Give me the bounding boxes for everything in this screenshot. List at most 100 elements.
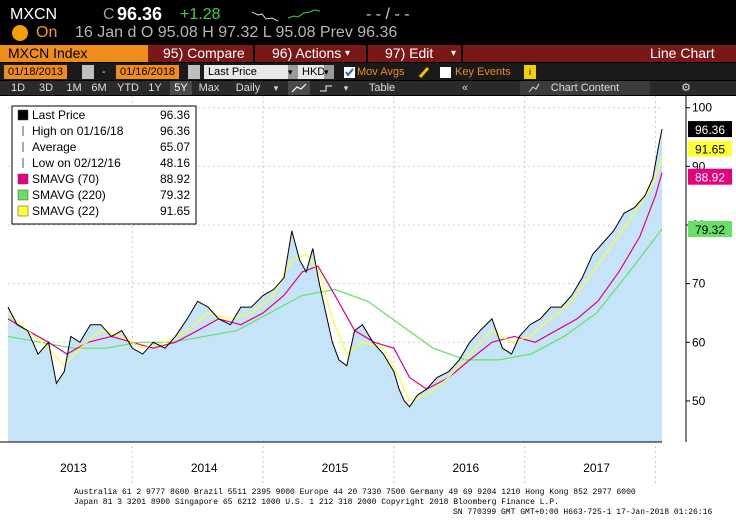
edit-menu[interactable]: 97) Edit <box>385 45 434 61</box>
table-button[interactable]: Table <box>368 82 396 94</box>
series-line <box>7 172 663 390</box>
x-tick-label: 2013 <box>60 461 87 475</box>
price-area <box>8 129 662 442</box>
quote-header: MXCN C 96.36 +1.28 - - / - - On 16 Jan d… <box>0 0 736 44</box>
ohlc-readout: 16 Jan d O 95.08 H 97.32 L 95.08 Prev 96… <box>75 24 398 41</box>
range-6m[interactable]: 6M <box>91 82 107 94</box>
legend-label: Low on 02/12/16 <box>32 156 121 170</box>
actions-menu[interactable]: 96) Actions <box>272 45 342 61</box>
legend-label: SMAVG (220) <box>32 188 106 202</box>
range-5y[interactable]: 5Y <box>170 81 192 95</box>
axis-badge <box>688 121 732 138</box>
info-icon[interactable]: i <box>524 65 536 79</box>
bar-chart-icon[interactable] <box>316 81 338 95</box>
legend-label: SMAVG (70) <box>32 172 99 186</box>
field-select[interactable]: Last Price <box>204 65 288 79</box>
y-tick-label: 100 <box>692 101 712 115</box>
range-1y[interactable]: 1Y <box>148 82 162 94</box>
frequency-select[interactable]: Daily <box>235 82 261 94</box>
series-line <box>7 156 663 402</box>
legend-label: SMAVG (22) <box>32 204 99 218</box>
legend-value: 48.16 <box>160 156 190 170</box>
footer-line-2: Japan 81 3 3201 8900 Singapore 65 6212 1… <box>74 498 559 507</box>
chart-type-label[interactable]: Line Chart <box>650 45 715 61</box>
axis-badge-label: 79.32 <box>695 223 725 237</box>
frequency-caret-icon[interactable]: ▾ <box>273 83 279 93</box>
footer-line-3: SN 770399 GMT GMT+0:00 H663-725-1 17-Jan… <box>453 508 713 517</box>
key-events-checkbox[interactable] <box>440 67 451 78</box>
range-3d[interactable]: 3D <box>38 82 54 94</box>
collapse-left-icon[interactable]: « <box>461 82 469 94</box>
legend-value: 91.65 <box>160 204 190 218</box>
line-chart-icon[interactable] <box>288 81 310 95</box>
range-1m[interactable]: 1M <box>66 82 82 94</box>
price-change: +1.28 <box>180 6 221 23</box>
ticker-symbol: MXCN <box>10 6 58 23</box>
sparkline-intraday-icon <box>252 11 278 22</box>
mov-avgs-label[interactable]: Mov Avgs <box>357 66 405 78</box>
clock-icon <box>12 25 28 41</box>
calendar-icon[interactable] <box>188 65 200 79</box>
series-line <box>7 128 663 408</box>
legend-panel: Last Price 96.36 High on 01/16/18 96.36 Aver… <box>11 105 197 225</box>
price-area-fill <box>8 129 662 442</box>
legend-value: 88.92 <box>160 172 190 186</box>
date-range-dash: - <box>102 66 106 78</box>
key-events-label[interactable]: Key Events <box>455 66 511 78</box>
x-axis: 2013 2014 2015 2016 2017 <box>0 441 662 475</box>
calendar-icon[interactable] <box>82 65 94 79</box>
bid-ask-placeholder: - - / - - <box>366 6 410 23</box>
legend-value: 96.36 <box>160 124 190 138</box>
close-flag: C <box>103 6 115 23</box>
field-caret-icon[interactable]: ▾ <box>288 65 298 79</box>
range-ytd[interactable]: YTD <box>117 82 139 94</box>
legend-swatch <box>17 173 29 185</box>
axis-badge <box>688 221 732 238</box>
series-line <box>7 228 663 361</box>
x-tick-label: 2015 <box>322 461 349 475</box>
security-label[interactable]: MXCN Index <box>0 45 148 62</box>
footer-contacts: Australia 61 2 9777 8600 Brazil 5511 239… <box>0 484 736 530</box>
y-tick-label: 70 <box>692 277 706 291</box>
axis-badge <box>688 168 732 185</box>
actions-caret-icon[interactable]: ▾ <box>345 48 351 59</box>
currency-select[interactable]: HKD <box>298 65 325 79</box>
compare-button[interactable]: 95) Compare <box>163 45 245 61</box>
y-tick-label: 60 <box>692 335 706 349</box>
axis-badge-label: 88.92 <box>695 171 725 185</box>
end-date-field[interactable]: 01/16/2018 <box>116 65 180 79</box>
sparkline-trend-icon <box>288 9 320 19</box>
axis-badge-label: 91.65 <box>695 143 725 157</box>
edit-caret-icon[interactable]: ▾ <box>451 48 457 59</box>
legend-value: 65.07 <box>160 140 190 154</box>
footer-line-1: Australia 61 2 9777 8600 Brazil 5511 239… <box>74 488 636 497</box>
x-tick-label: 2014 <box>191 461 218 475</box>
legend-value: 96.36 <box>160 108 190 122</box>
legend-label: Average <box>32 140 77 154</box>
chart-content-button[interactable]: Chart Content <box>520 81 650 95</box>
legend-box <box>11 105 197 225</box>
axis-badge <box>688 140 732 157</box>
legend-swatch <box>17 205 29 217</box>
range-1d[interactable]: 1D <box>10 82 26 94</box>
currency-caret-icon[interactable]: ▾ <box>324 65 334 79</box>
on-label: On <box>36 24 58 41</box>
function-toolbar: MXCN Index 95) Compare 96) Actions ▾ 97)… <box>0 45 736 62</box>
start-date-field[interactable]: 01/18/2013 <box>4 65 68 79</box>
last-price: 96.36 <box>117 4 163 24</box>
y-tick-label: 50 <box>692 394 706 408</box>
legend-swatch <box>17 189 29 201</box>
chart-controls: 01/18/2013 - 01/16/2018 Last Price ▾ HKD… <box>0 63 736 80</box>
pencil-icon[interactable] <box>418 66 430 80</box>
axis-value-badges: 96.36 91.65 88.92 79.32 <box>688 121 732 238</box>
chart-style-caret-icon[interactable]: ▾ <box>343 83 349 93</box>
range-max[interactable]: Max <box>198 82 220 94</box>
x-tick-label: 2016 <box>452 461 479 475</box>
series-lines <box>7 128 663 408</box>
mov-avgs-checkbox[interactable] <box>344 67 355 78</box>
legend-label: High on 01/16/18 <box>32 124 124 138</box>
legend-value: 79.32 <box>160 188 190 202</box>
legend-label: Last Price <box>32 108 86 122</box>
settings-gear-icon[interactable]: ⚙ <box>681 82 691 94</box>
